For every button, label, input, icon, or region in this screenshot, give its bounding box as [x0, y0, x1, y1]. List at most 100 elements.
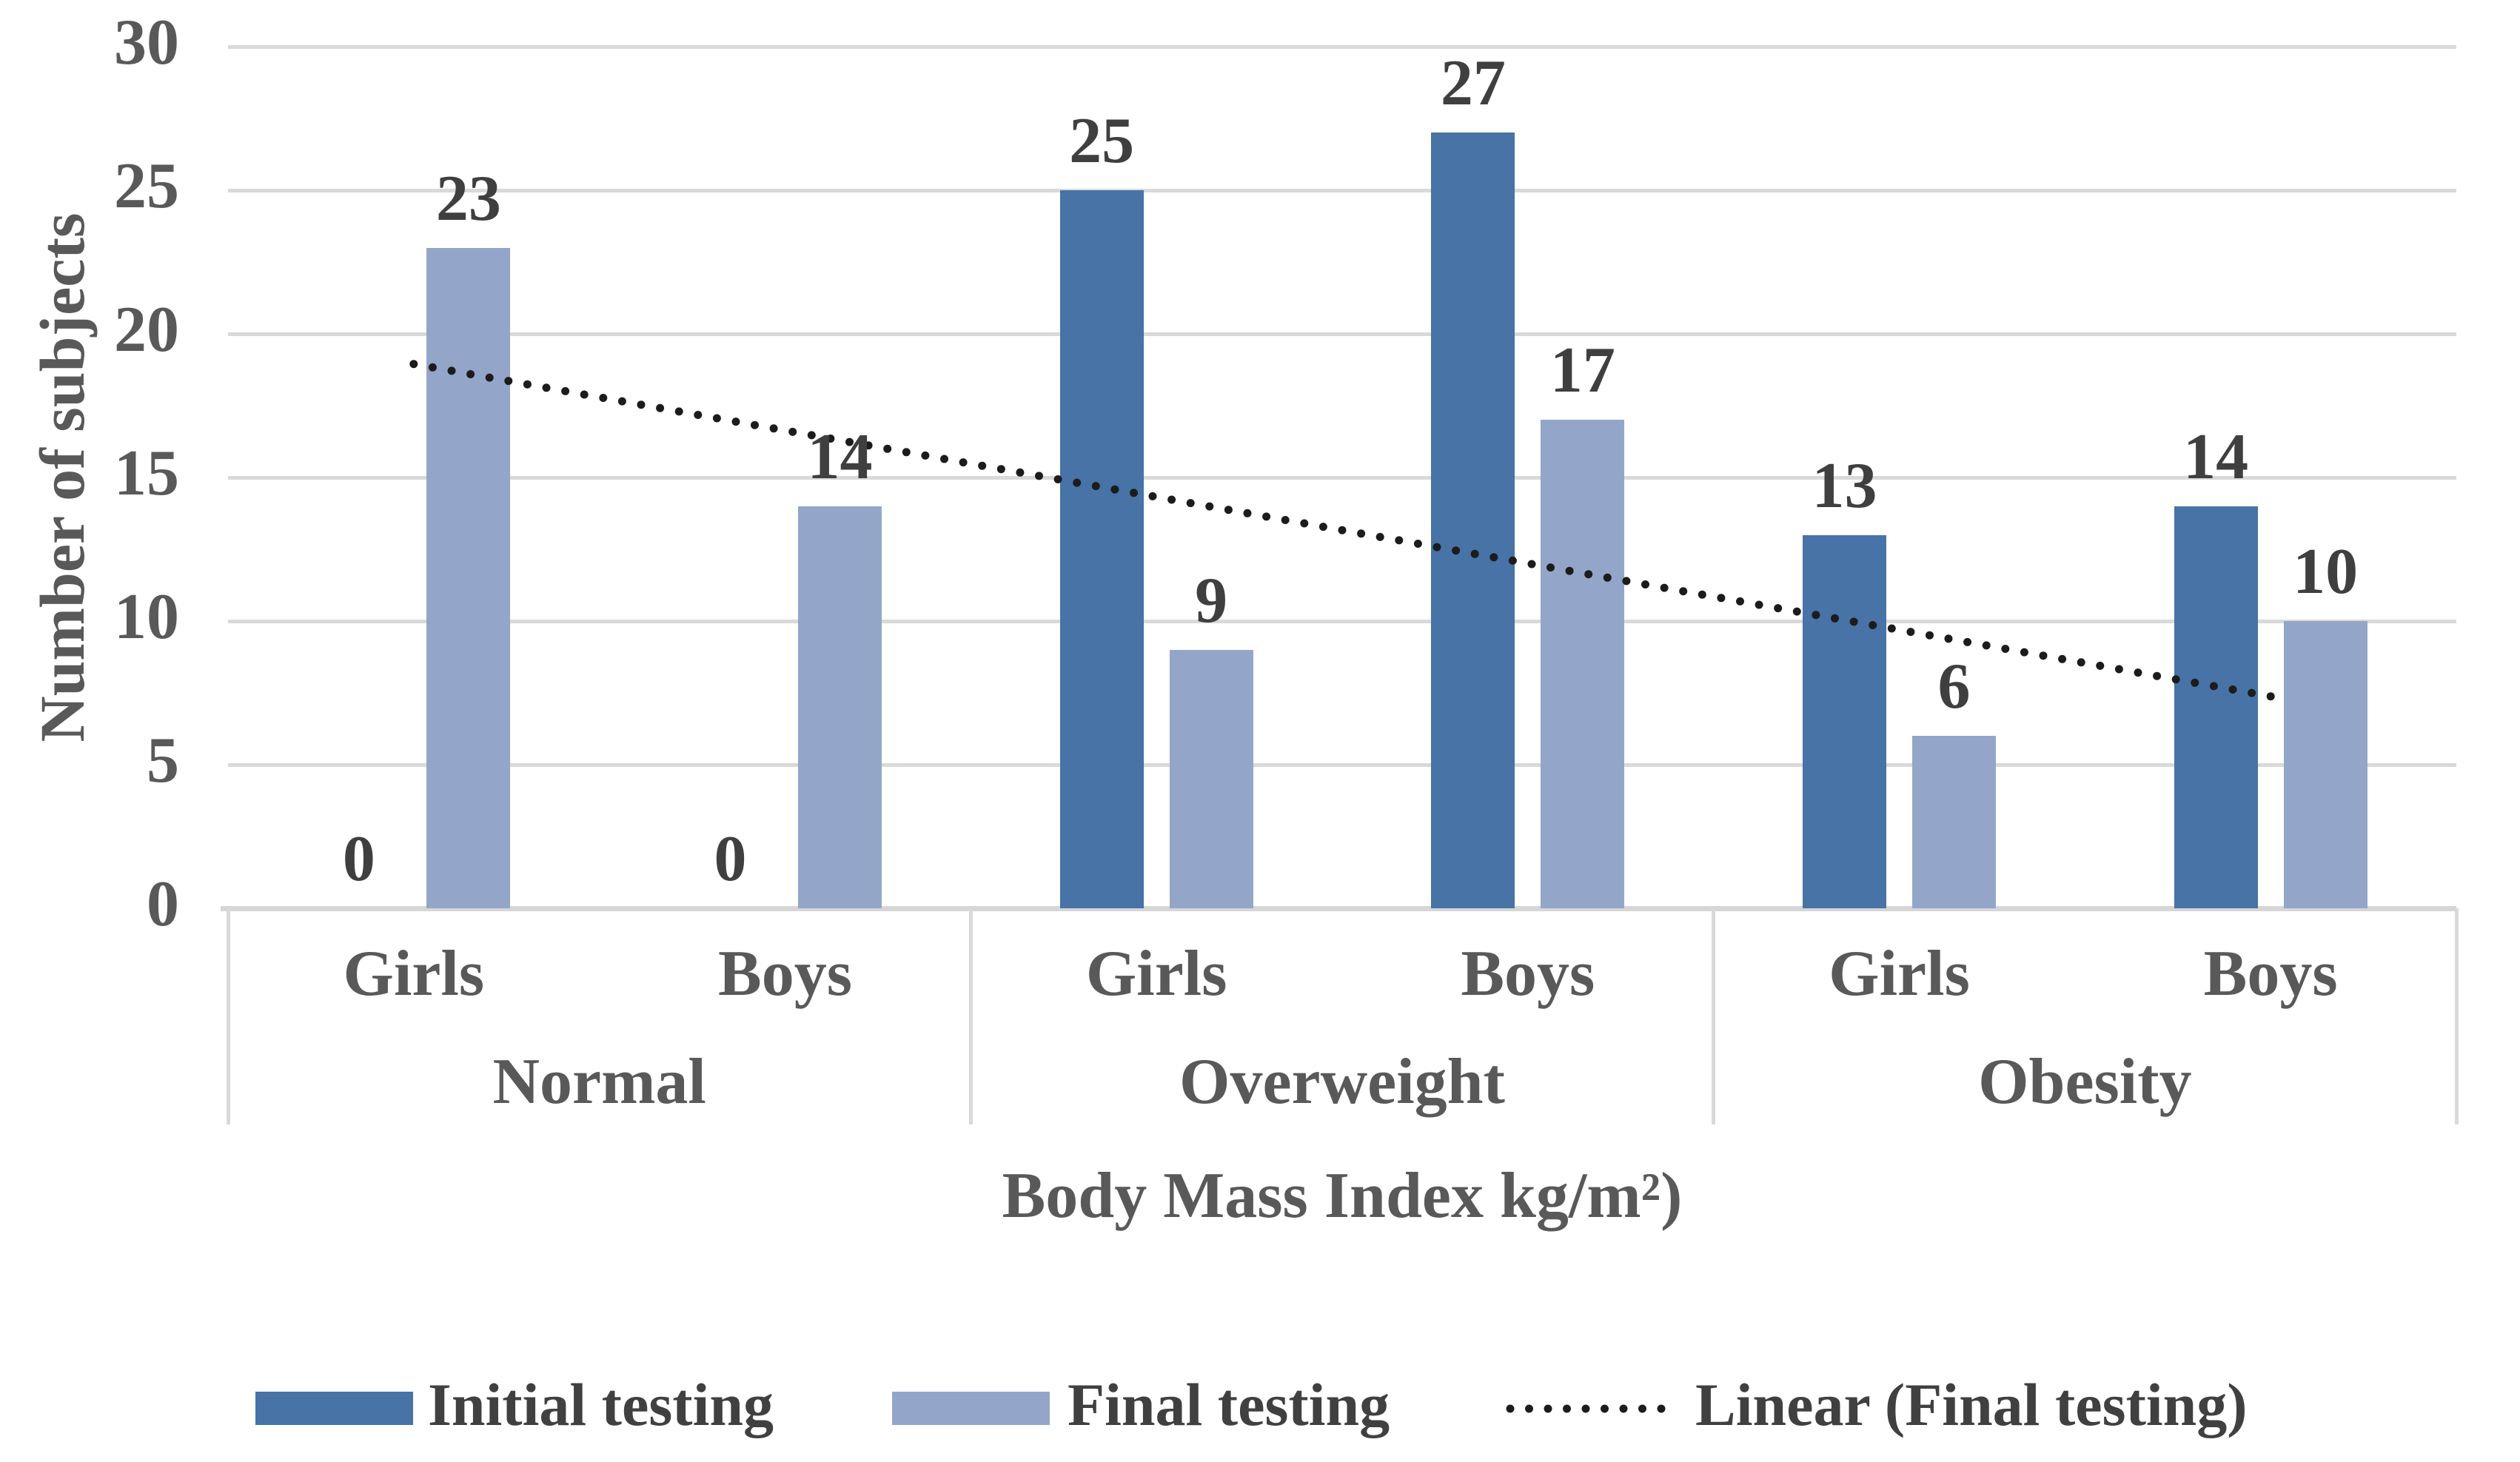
trendline-dot [2077, 658, 2085, 667]
group-label: Overweight [1179, 1046, 1505, 1118]
trendline-dot [1774, 604, 1783, 613]
category-divider [2454, 908, 2459, 1124]
trendline-dot [1243, 509, 1252, 517]
trendline-dot [1167, 495, 1176, 504]
legend-dot [1657, 1404, 1666, 1413]
legend-dot [1638, 1404, 1646, 1413]
gridline [228, 475, 2456, 480]
category-label: Girls [1829, 938, 1970, 1010]
y-tick-label: 15 [114, 437, 179, 509]
data-label: 0 [342, 823, 375, 895]
category-label: Boys [2203, 938, 2338, 1010]
legend-dot [1581, 1404, 1590, 1413]
bar-final-testing [1169, 649, 1253, 908]
trendline-dot [1944, 634, 1953, 643]
bar-final-testing [2283, 621, 2367, 908]
legend-dot [1506, 1404, 1515, 1413]
data-label: 23 [435, 162, 501, 235]
trendline-dot [2153, 671, 2162, 680]
y-tick-label: 30 [114, 7, 179, 78]
group-label: Normal [492, 1046, 706, 1118]
trendline-dot [2114, 665, 2123, 674]
trendline-dot [637, 400, 646, 409]
trendline-dot [542, 383, 551, 392]
trendline-dot [1281, 516, 1290, 524]
trendline-dot [1375, 532, 1384, 541]
category-label: Girls [343, 938, 485, 1010]
legend-swatch-final-testing [892, 1392, 1050, 1425]
trendline-dot [580, 390, 589, 399]
trendline-dot [1755, 600, 1763, 609]
bar-final-testing [798, 506, 882, 908]
trendline-dot [921, 451, 930, 460]
legend-dot [1619, 1404, 1628, 1413]
trendline-dot [1186, 499, 1195, 508]
trendline-dot [409, 360, 418, 369]
trendline-dot [1527, 560, 1536, 569]
x-axis-title: Body Mass Index kg/m²) [1002, 1160, 1683, 1232]
bar-initial-testing [1803, 534, 1886, 908]
bar-final-testing [1912, 736, 1996, 908]
group-label: Obesity [1978, 1046, 2192, 1118]
y-tick-label: 5 [147, 725, 179, 797]
trendline-dot [656, 403, 665, 412]
legend-dotted-line-sample [1506, 1404, 1666, 1413]
trendline-dot [1300, 519, 1309, 528]
trendline-dot [523, 380, 532, 389]
data-label: 17 [1549, 335, 1615, 407]
trendline-dot [694, 411, 703, 419]
gridline [228, 44, 2456, 49]
trendline-dot [2058, 654, 2067, 663]
data-label: 0 [714, 823, 747, 895]
trendline-dot [1982, 641, 1991, 650]
y-tick-label: 0 [147, 868, 179, 940]
gridline [228, 332, 2456, 336]
trendline-dot [1395, 536, 1404, 545]
category-divider [226, 908, 230, 1124]
trendline-dot [2266, 692, 2275, 701]
trendline-dot [1205, 502, 1214, 511]
trendline-dot [731, 418, 740, 426]
legend-dot [1563, 1404, 1571, 1413]
category-divider [1712, 908, 1716, 1124]
trendline-dot [1926, 631, 1934, 640]
trendline-dot [2001, 645, 2010, 653]
data-label: 14 [807, 420, 873, 493]
category-label: Boys [718, 938, 852, 1010]
data-label: 6 [1937, 651, 1971, 723]
legend-label-final-testing: Final testing [1068, 1371, 1390, 1438]
legend-swatch-initial-testing [255, 1392, 413, 1425]
trendline-dot [978, 461, 987, 470]
trendline-dot [1736, 597, 1744, 606]
bar-initial-testing [2174, 506, 2258, 908]
trendline-dot [1679, 587, 1688, 596]
legend-dot [1544, 1404, 1552, 1413]
trendline-dot [1641, 580, 1649, 589]
trendline-dot [1792, 607, 1801, 616]
legend-dot [1601, 1404, 1609, 1413]
trendline-dot [751, 420, 759, 429]
trendline-dot [1262, 512, 1271, 521]
trendline-dot [1698, 590, 1706, 599]
trendline-dot [674, 407, 683, 416]
data-label: 10 [2293, 536, 2359, 608]
bar-final-testing [1541, 420, 1625, 908]
data-label: 25 [1069, 105, 1135, 177]
trendline-dot [1887, 624, 1896, 633]
data-label: 14 [2183, 420, 2249, 493]
trendline-dot [712, 414, 721, 423]
trendline-dot [1357, 529, 1366, 538]
trendline-dot [1224, 506, 1233, 514]
trendline-dot [1660, 583, 1669, 592]
trendline-dot [561, 386, 570, 395]
category-label: Girls [1085, 938, 1227, 1010]
x-axis-line [221, 905, 2456, 911]
trendline-dot [2134, 668, 2142, 677]
trendline-dot [617, 397, 626, 406]
y-tick-label: 10 [114, 581, 179, 653]
trendline-dot [1148, 492, 1157, 500]
trendline-dot [1963, 637, 1972, 646]
category-label: Boys [1461, 938, 1595, 1010]
